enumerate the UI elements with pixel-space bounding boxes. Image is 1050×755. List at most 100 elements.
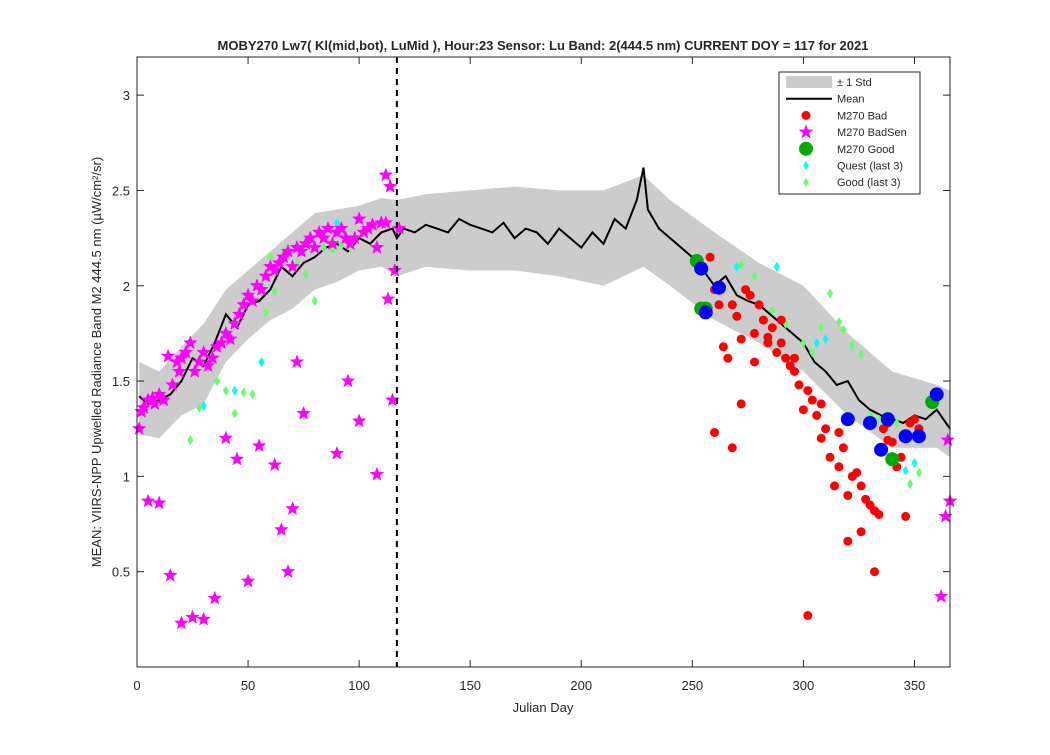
point-blue [874, 442, 889, 457]
point-good-last-3 [262, 307, 269, 318]
point-m270-badsen [196, 611, 211, 626]
point-m270-bad [705, 252, 715, 262]
point-m270-badsen [289, 354, 305, 369]
y-tick-label: 1 [123, 469, 130, 484]
point-m270-badsen [285, 258, 300, 273]
point-m270-badsen [351, 211, 367, 226]
point-m270-badsen [218, 325, 234, 340]
point-m270-badsen [274, 522, 289, 536]
point-m270-bad [843, 536, 853, 546]
point-m270-badsen [320, 220, 336, 235]
point-good-last-3 [915, 467, 922, 478]
legend-label-1-std: ± 1 Std [837, 77, 872, 89]
point-m270-badsen [280, 563, 296, 579]
point-m270-bad [843, 490, 853, 500]
y-tick-label: 1.5 [112, 374, 130, 389]
points-layer [131, 167, 958, 630]
point-m270-bad [710, 428, 719, 437]
legend-marker-m270-good [799, 141, 813, 156]
point-m270-badsen [140, 493, 156, 508]
y-tick-label: 2.5 [112, 183, 130, 198]
point-m270-badsen [214, 335, 229, 350]
point-m270-bad [825, 452, 835, 462]
legend-marker-quest-last-3 [803, 161, 809, 170]
point-m270-badsen [229, 451, 245, 466]
legend: ± 1 Std Mean M270 Bad M270 BadSen M270 Good Q… [778, 71, 921, 195]
point-m270-badsen [307, 239, 323, 254]
point-good-last-3 [231, 408, 238, 419]
axes-layer: 0 50 100 150 200 250 300 350 0.5 1 1.5 2 2.5 3 [112, 57, 950, 693]
point-m270-bad [763, 332, 773, 342]
x-tick-label: 100 [348, 678, 370, 693]
point-m270-bad [798, 405, 808, 415]
point-blue [911, 429, 926, 444]
point-m270-badsen [196, 344, 211, 359]
point-quest-last-3 [813, 337, 820, 348]
point-m270-bad [834, 462, 844, 472]
point-m270-badsen [178, 344, 194, 359]
point-m270-bad [794, 380, 804, 390]
point-quest-last-3 [733, 261, 740, 272]
point-m270-badsen [340, 373, 356, 388]
point-m270-bad [790, 353, 799, 363]
legend-items: ± 1 Std Mean M270 Bad M270 BadSen M270 Good Q… [786, 76, 907, 189]
point-good-last-3 [875, 414, 882, 425]
point-m270-bad [874, 510, 884, 519]
legend-label-m270-good: M270 Good [837, 144, 894, 156]
point-m270-badsen [163, 567, 178, 582]
legend-label-m270-badsen: M270 BadSen [837, 127, 907, 139]
point-m270-bad [790, 367, 799, 376]
point-m270-bad [714, 300, 724, 310]
point-m270-bad [852, 468, 862, 478]
point-m270-bad [870, 567, 879, 577]
point-m270-bad [723, 353, 733, 363]
x-tick-label: 50 [241, 678, 255, 693]
point-quest-last-3 [200, 400, 207, 411]
point-m270-badsen [240, 287, 256, 302]
point-m270-bad [745, 290, 755, 300]
point-m270-bad [736, 399, 746, 409]
point-m270-badsen [165, 377, 180, 392]
point-m270-badsen [311, 224, 327, 239]
mean-line-layer [138, 167, 951, 430]
point-m270-badsen [245, 293, 260, 308]
point-m270-bad [750, 357, 759, 367]
point-good-last-3 [907, 479, 914, 489]
point-good-last-3 [858, 349, 865, 360]
point-m270-badsen [334, 220, 349, 235]
point-good-last-3 [751, 271, 758, 282]
point-m270-badsen [258, 268, 274, 283]
point-m270-badsen [351, 413, 367, 428]
point-m270-bad [758, 315, 768, 325]
point-m270-badsen [171, 363, 187, 378]
x-tick-label: 150 [459, 678, 481, 693]
point-m270-bad [910, 414, 919, 424]
point-good-last-3 [849, 339, 856, 350]
point-m270-badsen [378, 215, 394, 230]
point-m270-bad [812, 410, 822, 420]
point-quest-last-3 [773, 261, 780, 272]
point-m270-badsen [296, 405, 311, 420]
point-m270-bad [803, 386, 813, 396]
point-m270-badsen [329, 445, 345, 460]
point-m270-badsen [240, 573, 256, 588]
point-m270-bad [807, 395, 817, 405]
point-m270-bad [776, 315, 786, 325]
point-m270-badsen [174, 615, 189, 630]
x-axis-label: Julian Day [513, 700, 574, 715]
point-m270-bad [718, 342, 728, 352]
point-m270-bad [732, 311, 742, 321]
point-m270-bad [727, 300, 737, 310]
point-good-last-3 [738, 259, 745, 270]
y-axis-label: MEAN: VIIRS-NPP Upwelled Radiance Band M… [89, 157, 104, 567]
legend-label-good-last-3: Good (last 3) [837, 177, 901, 189]
legend-label-mean: Mean [837, 94, 865, 106]
point-blue [898, 429, 913, 444]
point-m270-bad [754, 300, 764, 310]
point-m270-bad [776, 338, 786, 348]
point-m270-bad [803, 611, 813, 620]
point-m270-bad [767, 323, 777, 333]
point-m270-badsen [316, 230, 331, 245]
point-blue [694, 261, 709, 276]
plot-frame [136, 56, 951, 668]
